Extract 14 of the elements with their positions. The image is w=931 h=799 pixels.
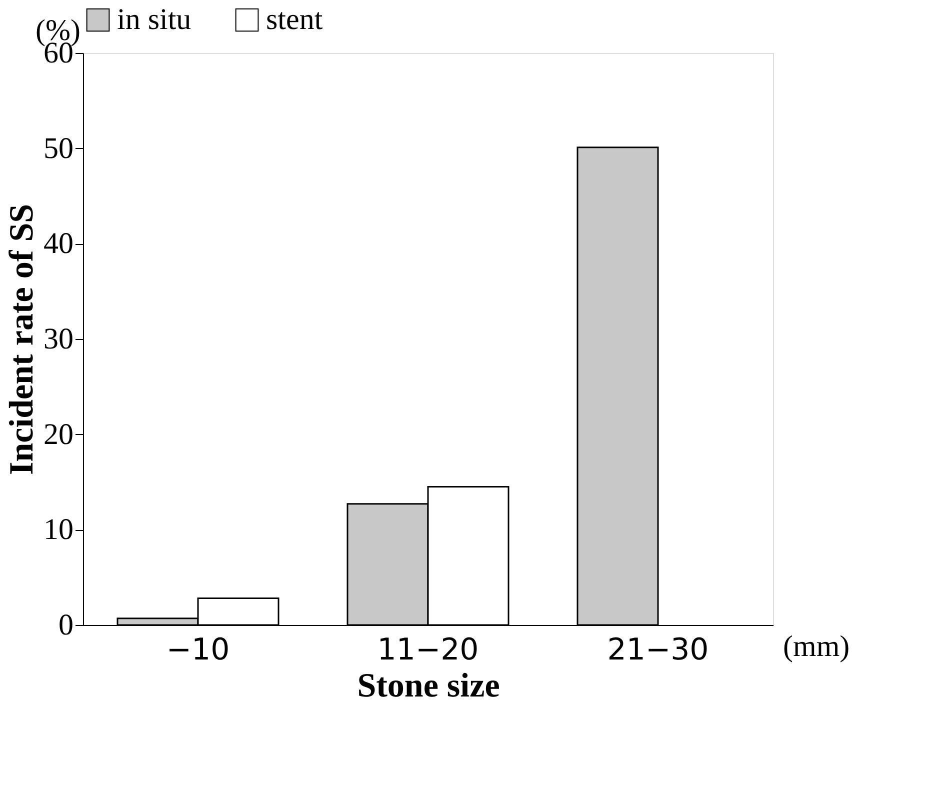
y-tick-label: 40 — [44, 227, 74, 260]
y-axis-title: Incident rate of SS — [4, 204, 40, 476]
y-tick-label: 10 — [44, 513, 74, 546]
x-tick-label: 21−30 — [607, 632, 709, 668]
y-tick-label: 30 — [44, 322, 74, 356]
x-tick-label: 11−20 — [377, 632, 479, 668]
y-tick-label: 0 — [58, 608, 74, 642]
x-axis-title: Stone size — [357, 668, 500, 704]
text: (mm) — [783, 630, 850, 663]
y-tick-label: 20 — [44, 418, 74, 451]
legend-label: in situ — [117, 3, 192, 36]
y-tick-label: 50 — [44, 132, 74, 165]
legend-label: stent — [266, 3, 324, 36]
x-tick-label: −10 — [166, 632, 230, 668]
